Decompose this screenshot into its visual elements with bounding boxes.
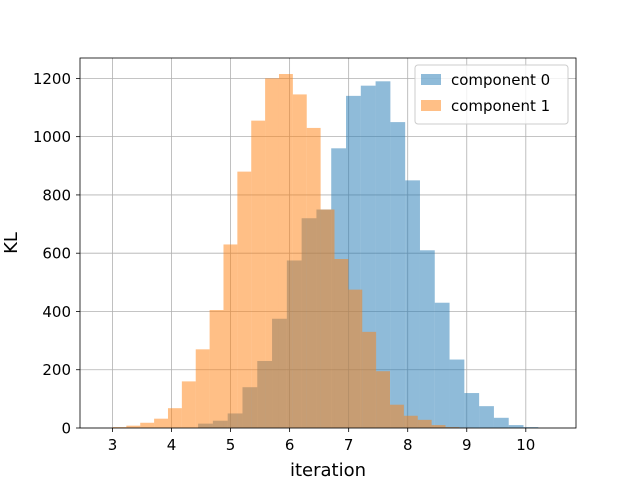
y-tick-label: 0: [61, 420, 71, 438]
x-tick-label: 6: [285, 436, 295, 454]
histogram-bar-component-1: [140, 422, 155, 428]
x-tick-label: 9: [462, 436, 472, 454]
histogram-bar-component-1: [209, 310, 224, 428]
histogram-bar-component-0: [390, 122, 406, 429]
histogram-bar-component-1: [112, 427, 127, 428]
histogram-bar-component-1: [237, 171, 252, 428]
x-axis-label: iteration: [290, 460, 366, 480]
legend-swatch-component-0: [421, 74, 441, 85]
x-tick-label: 7: [344, 436, 354, 454]
y-axis-ticks: 0 200 400 600 800 1000 1200: [33, 70, 80, 438]
histogram-bar-component-1: [223, 244, 238, 428]
histogram-bar-component-1: [445, 427, 460, 428]
histogram-bar-component-1: [195, 349, 210, 428]
x-tick-label: 4: [167, 436, 177, 454]
x-tick-label: 10: [516, 436, 535, 454]
legend-label-component-0: component 0: [451, 71, 550, 89]
histogram-bar-component-1: [376, 371, 390, 428]
histogram-bar-component-1: [334, 259, 349, 428]
histogram-bar-component-1: [348, 289, 363, 428]
series-component-1-bars: [112, 74, 474, 429]
histogram-bar-component-0: [405, 180, 420, 428]
histogram-bar-component-1: [278, 74, 293, 428]
legend-label-component-1: component 1: [451, 97, 550, 115]
legend: component 0 component 1: [414, 64, 569, 125]
histogram-bar-component-0: [523, 427, 539, 428]
y-axis-label: KL: [1, 232, 22, 254]
y-tick-label: 1200: [33, 70, 71, 88]
histogram-bar-component-1: [306, 127, 321, 428]
histogram-bar-component-1: [292, 94, 307, 428]
histogram-bar-component-0: [508, 425, 524, 428]
x-tick-label: 5: [226, 436, 236, 454]
histogram-bar-component-0: [434, 302, 450, 428]
histogram-bar-component-1: [265, 78, 279, 428]
histogram-bar-component-1: [390, 404, 404, 428]
histogram-bar-component-1: [431, 425, 446, 428]
y-tick-label: 1000: [33, 128, 71, 146]
histogram-bar-component-1: [417, 419, 432, 428]
histogram-bar-component-1: [181, 381, 196, 428]
histogram-bar-component-1: [126, 425, 141, 428]
x-tick-label: 3: [108, 436, 118, 454]
legend-swatch-component-1: [421, 100, 441, 111]
legend-frame: [414, 64, 569, 125]
histogram-bar-component-0: [493, 417, 509, 428]
histogram-bar-component-1: [403, 415, 418, 428]
histogram-bar-component-1: [154, 418, 168, 428]
plot-frame: [79, 57, 577, 429]
x-axis-ticks: 3 4 5 6 7 8 9 10: [108, 428, 535, 454]
histogram-bar-component-0: [464, 393, 480, 428]
histogram-bar-component-0: [419, 250, 435, 428]
x-tick-label: 8: [403, 436, 413, 454]
y-tick-label: 200: [42, 361, 71, 379]
histogram-bar-component-1: [167, 408, 182, 428]
y-tick-label: 400: [42, 303, 71, 321]
histogram-bar-component-1: [320, 209, 335, 428]
histogram-bar-component-0: [479, 406, 494, 428]
histogram-bar-component-1: [362, 331, 377, 428]
histogram-bar-component-0: [375, 81, 391, 429]
histogram-bar-component-1: [251, 120, 266, 429]
y-tick-label: 800: [42, 186, 71, 204]
histogram-bar-component-0: [449, 359, 465, 428]
y-tick-label: 600: [42, 245, 71, 263]
